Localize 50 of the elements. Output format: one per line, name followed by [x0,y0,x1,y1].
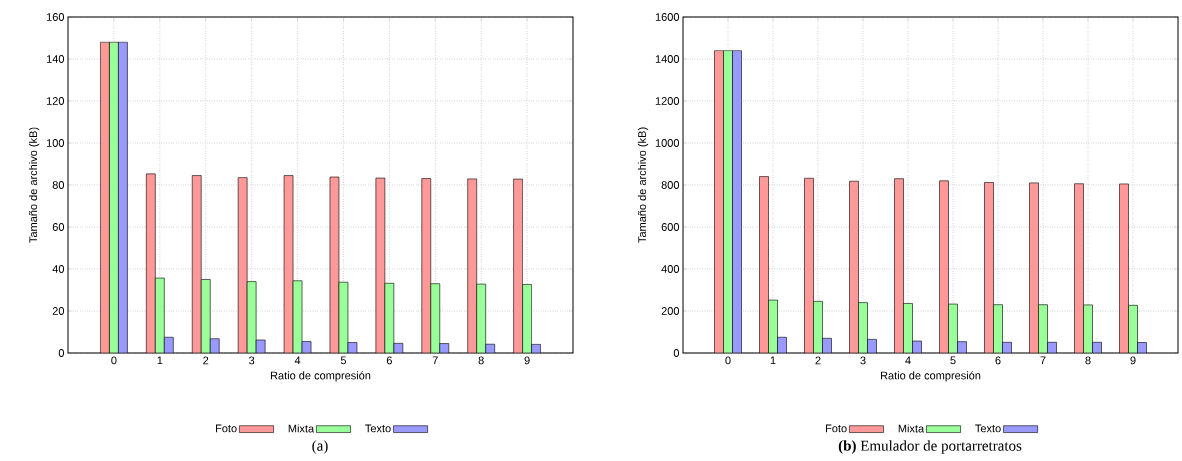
x-tick-label: 2 [203,356,209,365]
x-tick-label: 3 [860,356,866,365]
y-tick-label: 200 [661,307,680,315]
x-tick-label: 4 [294,356,301,365]
y-tick-label: 1600 [655,13,680,21]
y-tick-label: 60 [52,223,65,231]
x-tick-label: 5 [950,356,956,365]
x-tick-label: 9 [1130,356,1136,365]
y-axis-title: Tamaño de archivo (kB) [637,127,649,243]
y-tick-label: 0 [58,349,65,357]
x-tick-label: 3 [249,356,255,365]
x-tick-label: 7 [1040,356,1046,365]
x-tick-label: 0 [111,356,117,365]
x-tick-label: 1 [157,356,163,365]
legend-label: Foto [826,424,847,433]
y-tick-label: 120 [46,97,65,105]
legend-label: Mixta [288,424,315,433]
y-tick-label: 20 [52,307,65,315]
x-tick-label: 8 [478,356,484,365]
y-tick-label: 100 [46,139,65,147]
y-axis-title: Tamaño de archivo (kB) [29,127,40,243]
x-tick-label: 6 [995,356,1001,365]
text: (b) Emulador de portarretratos [838,440,1022,454]
x-tick-label: 9 [524,356,530,365]
y-tick-label: 140 [46,55,65,63]
legend-label: Texto [975,424,1001,433]
y-tick-label: 40 [52,265,65,273]
x-tick-label: 6 [386,356,392,365]
y-tick-label: 600 [661,223,680,231]
y-tick-label: 800 [661,181,680,189]
x-tick-label: 5 [340,356,347,365]
x-tick-label: 2 [815,356,821,365]
legend-label: Texto [365,424,391,433]
text: (a) [312,440,328,454]
y-tick-label: 80 [52,181,65,189]
y-tick-label: 400 [661,265,680,273]
y-tick-label: 1400 [655,55,680,63]
y-tick-label: 160 [46,13,65,21]
x-tick-label: 7 [432,356,438,365]
x-tick-label: 1 [770,356,776,365]
legend-label: Foto [216,424,237,433]
x-axis-title: Ratio de compresión [270,371,371,382]
x-axis-title: Ratio de compresión [880,371,981,382]
legend-label: Mixta [898,424,925,433]
x-tick-label: 4 [905,356,911,365]
x-tick-label: 8 [1085,356,1091,365]
y-tick-label: 1000 [655,139,680,147]
y-tick-label: 1200 [655,97,680,105]
x-tick-label: 0 [725,356,731,365]
y-tick-label: 0 [673,349,680,357]
